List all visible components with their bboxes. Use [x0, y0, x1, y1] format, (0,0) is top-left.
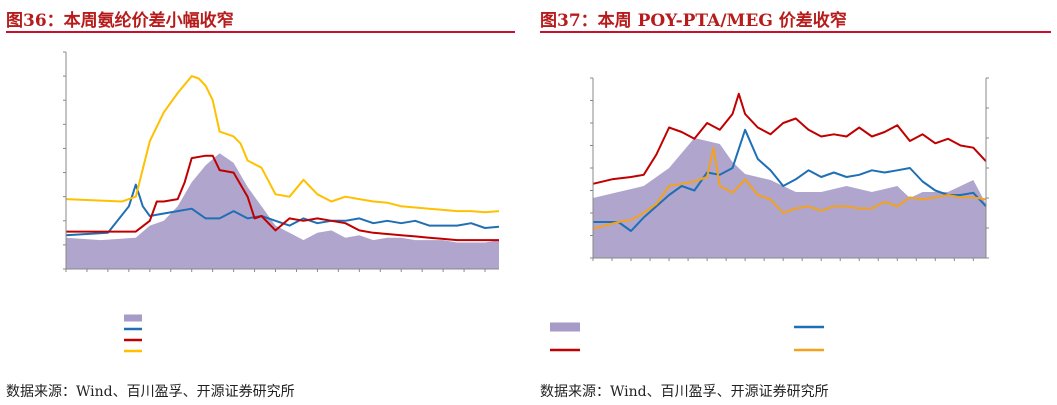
- series-line-2: [66, 154, 499, 242]
- series-line-3: [592, 146, 987, 230]
- series-line-1: [65, 183, 500, 237]
- left-title-rule: [6, 31, 515, 33]
- right-chart-panel: [540, 35, 1051, 374]
- right-title-rule: [540, 31, 1051, 33]
- left-source-note: 数据来源：Wind、百川盈孚、开源证券研究所: [6, 384, 295, 400]
- right-chart-svg: [550, 77, 989, 352]
- series-line-3: [65, 75, 500, 214]
- series-line-2: [592, 92, 987, 185]
- legend-swatch-0: [124, 314, 142, 322]
- left-chart-svg: [63, 51, 500, 353]
- left-figure-title: 图36：本周氨纶价差小幅收窄: [6, 11, 234, 31]
- series-line-1: [593, 128, 987, 232]
- right-source-note: 数据来源：Wind、百川盈孚、开源证券研究所: [540, 384, 829, 400]
- left-chart-panel: [6, 35, 515, 374]
- series-area-0: [593, 138, 986, 258]
- right-figure-title: 图37：本周 POY-PTA/MEG 价差收窄: [540, 11, 847, 31]
- series-area-0: [66, 153, 499, 269]
- legend-swatch-0: [550, 322, 580, 332]
